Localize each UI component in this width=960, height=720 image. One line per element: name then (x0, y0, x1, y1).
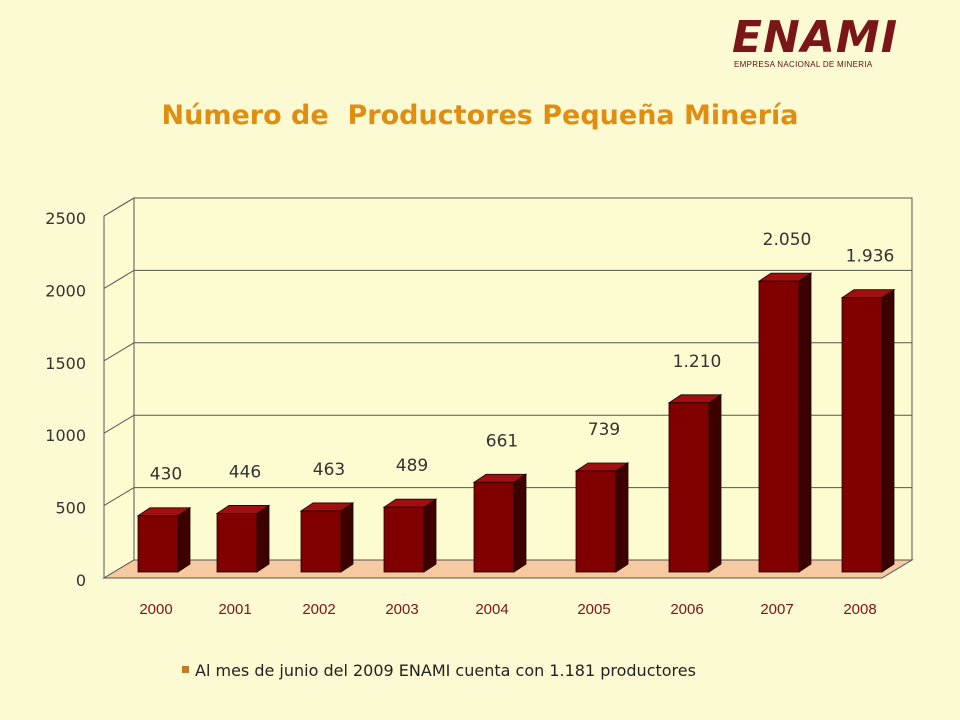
gridline-side (103, 197, 135, 217)
bar-side (513, 473, 527, 573)
footnote: Al mes de junio del 2009 ENAMI cuenta co… (182, 661, 696, 680)
bar-side (340, 502, 354, 573)
logo-subtitle: EMPRESA NACIONAL DE MINERIA (734, 60, 873, 69)
bar-side (423, 498, 437, 573)
bar (575, 470, 617, 573)
data-label: 1.936 (846, 247, 895, 267)
bar (758, 280, 800, 573)
x-tick-label: 2001 (218, 601, 251, 618)
x-tick-label: 2005 (577, 601, 610, 618)
bar (137, 515, 179, 573)
data-label: 430 (150, 465, 182, 485)
x-tick-label: 2002 (302, 601, 335, 618)
logo-wordmark: ENAMI (732, 12, 899, 63)
data-label: 489 (396, 456, 428, 476)
x-tick-label: 2003 (385, 601, 418, 618)
x-tick-label: 2000 (139, 601, 172, 618)
y-tick-label: 500 (55, 499, 86, 518)
y-tick-label: 2500 (45, 209, 86, 228)
footnote-text: Al mes de junio del 2009 ENAMI cuenta co… (195, 661, 696, 680)
data-label: 739 (588, 420, 620, 440)
bar (300, 510, 342, 573)
x-tick-label: 2006 (670, 601, 703, 618)
x-tick-label: 2007 (760, 601, 793, 618)
gridline-side (103, 414, 135, 434)
data-label: 1.210 (673, 352, 722, 372)
bar-side (881, 288, 895, 573)
bullet-icon (182, 666, 189, 673)
bar-side (256, 504, 270, 573)
bar-side (798, 272, 812, 573)
bar-side (708, 394, 722, 573)
bar-side (177, 506, 191, 573)
data-label: 661 (486, 431, 518, 451)
bar (841, 297, 883, 573)
data-label: 2.050 (763, 230, 812, 250)
y-tick-label: 1000 (45, 426, 86, 445)
bar (473, 481, 515, 573)
x-tick-label: 2008 (843, 601, 876, 618)
enami-logo: ENAMI EMPRESA NACIONAL DE MINERIA (728, 16, 944, 72)
gridline-side (103, 487, 135, 507)
y-tick-label: 2000 (45, 281, 86, 300)
side-wall (103, 197, 135, 579)
bar-side (615, 462, 629, 573)
bar (216, 513, 258, 573)
y-tick-label: 1500 (45, 354, 86, 373)
bar (668, 402, 710, 573)
data-label: 446 (229, 462, 261, 482)
gridline-side (103, 269, 135, 289)
gridline-side (103, 342, 135, 362)
bar (383, 506, 425, 573)
data-label: 463 (313, 460, 345, 480)
y-tick-label: 0 (76, 571, 86, 590)
x-tick-label: 2004 (475, 601, 508, 618)
chart-title: Número de Productores Pequeña Minería (161, 100, 799, 131)
